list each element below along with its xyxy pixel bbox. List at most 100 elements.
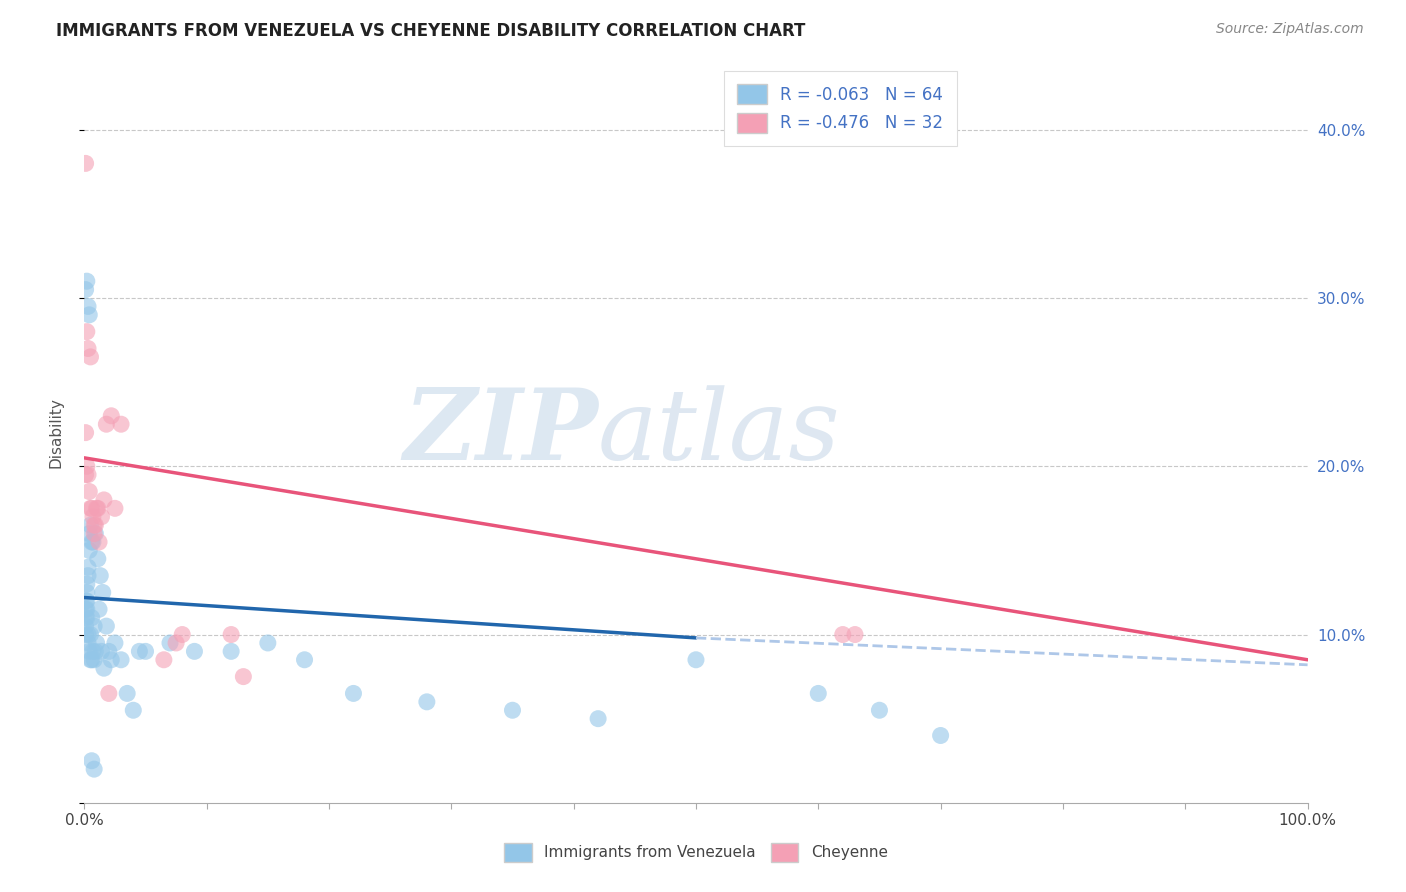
Point: [97, 686, 120, 700]
Point: [87, 602, 110, 616]
Point: [100, 653, 122, 667]
Point: [77, 627, 100, 641]
Point: [77, 467, 100, 482]
Point: [80, 754, 103, 768]
Point: [416, 695, 439, 709]
Point: [110, 653, 132, 667]
Point: [831, 627, 853, 641]
Point: [83, 653, 105, 667]
Point: [80, 610, 103, 624]
Point: [232, 670, 254, 684]
Point: [89, 568, 111, 582]
Point: [76, 594, 98, 608]
Point: [83, 619, 105, 633]
Point: [165, 636, 187, 650]
Point: [83, 762, 105, 776]
Point: [84, 526, 107, 541]
Point: [77, 568, 100, 582]
Text: ZIP: ZIP: [404, 384, 598, 481]
Point: [80, 501, 103, 516]
Point: [82, 535, 104, 549]
Point: [75, 627, 97, 641]
Point: [77, 560, 100, 574]
Point: [93, 661, 115, 675]
Point: [90, 509, 112, 524]
Point: [90, 644, 112, 658]
Point: [294, 653, 316, 667]
Point: [77, 300, 100, 314]
Point: [96, 619, 118, 633]
Point: [83, 518, 105, 533]
Point: [110, 417, 132, 432]
Text: Source: ZipAtlas.com: Source: ZipAtlas.com: [1216, 22, 1364, 37]
Point: [75, 594, 97, 608]
Point: [104, 636, 127, 650]
Point: [84, 518, 107, 533]
Point: [219, 627, 242, 641]
Point: [75, 467, 97, 482]
Legend: Immigrants from Venezuela, Cheyenne: Immigrants from Venezuela, Cheyenne: [496, 835, 896, 869]
Point: [87, 535, 110, 549]
Point: [153, 653, 176, 667]
Point: [75, 619, 97, 633]
Point: [80, 653, 103, 667]
Point: [83, 526, 105, 541]
Point: [76, 577, 98, 591]
Point: [87, 551, 110, 566]
Point: [183, 644, 205, 658]
Point: [685, 653, 707, 667]
Point: [219, 644, 242, 658]
Point: [79, 627, 101, 641]
Point: [76, 459, 98, 474]
Point: [75, 156, 97, 170]
Point: [77, 543, 100, 558]
Point: [84, 644, 107, 658]
Point: [77, 636, 100, 650]
Point: [77, 308, 100, 322]
Point: [79, 653, 101, 667]
Point: [80, 535, 103, 549]
Point: [75, 610, 97, 624]
Point: [76, 585, 98, 599]
Point: [100, 409, 122, 423]
Point: [86, 636, 108, 650]
Point: [115, 686, 138, 700]
Point: [104, 501, 127, 516]
Point: [86, 501, 108, 516]
Point: [257, 636, 280, 650]
Point: [82, 644, 104, 658]
Point: [79, 518, 101, 533]
Point: [76, 602, 98, 616]
Point: [76, 610, 98, 624]
Y-axis label: Disability: Disability: [49, 397, 63, 468]
Point: [77, 644, 100, 658]
Point: [93, 492, 115, 507]
Point: [807, 686, 830, 700]
Point: [76, 274, 98, 288]
Point: [87, 501, 110, 516]
Point: [75, 283, 97, 297]
Point: [75, 425, 97, 440]
Point: [77, 526, 100, 541]
Point: [128, 644, 150, 658]
Point: [172, 627, 194, 641]
Point: [82, 509, 104, 524]
Point: [91, 585, 114, 599]
Point: [122, 703, 145, 717]
Point: [97, 644, 120, 658]
Point: [586, 712, 609, 726]
Point: [96, 417, 118, 432]
Point: [844, 627, 866, 641]
Text: atlas: atlas: [598, 385, 841, 480]
Point: [79, 501, 101, 516]
Point: [159, 636, 181, 650]
Point: [77, 484, 100, 499]
Point: [342, 686, 364, 700]
Point: [77, 342, 100, 356]
Point: [76, 325, 98, 339]
Point: [869, 703, 891, 717]
Point: [75, 602, 97, 616]
Point: [79, 350, 101, 364]
Point: [502, 703, 524, 717]
Text: IMMIGRANTS FROM VENEZUELA VS CHEYENNE DISABILITY CORRELATION CHART: IMMIGRANTS FROM VENEZUELA VS CHEYENNE DI…: [56, 22, 806, 40]
